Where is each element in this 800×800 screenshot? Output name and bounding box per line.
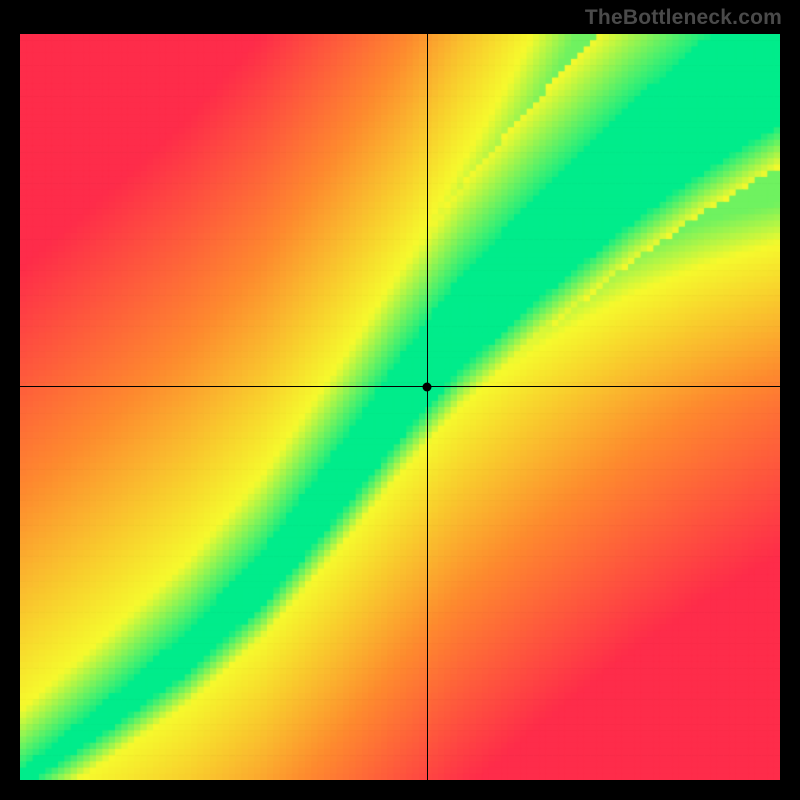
crosshair-vertical <box>427 34 428 780</box>
crosshair-horizontal <box>20 386 780 387</box>
bottleneck-heatmap <box>20 34 780 780</box>
heatmap-canvas <box>20 34 780 780</box>
crosshair-marker-dot <box>423 382 432 391</box>
watermark-text: TheBottleneck.com <box>585 6 782 30</box>
